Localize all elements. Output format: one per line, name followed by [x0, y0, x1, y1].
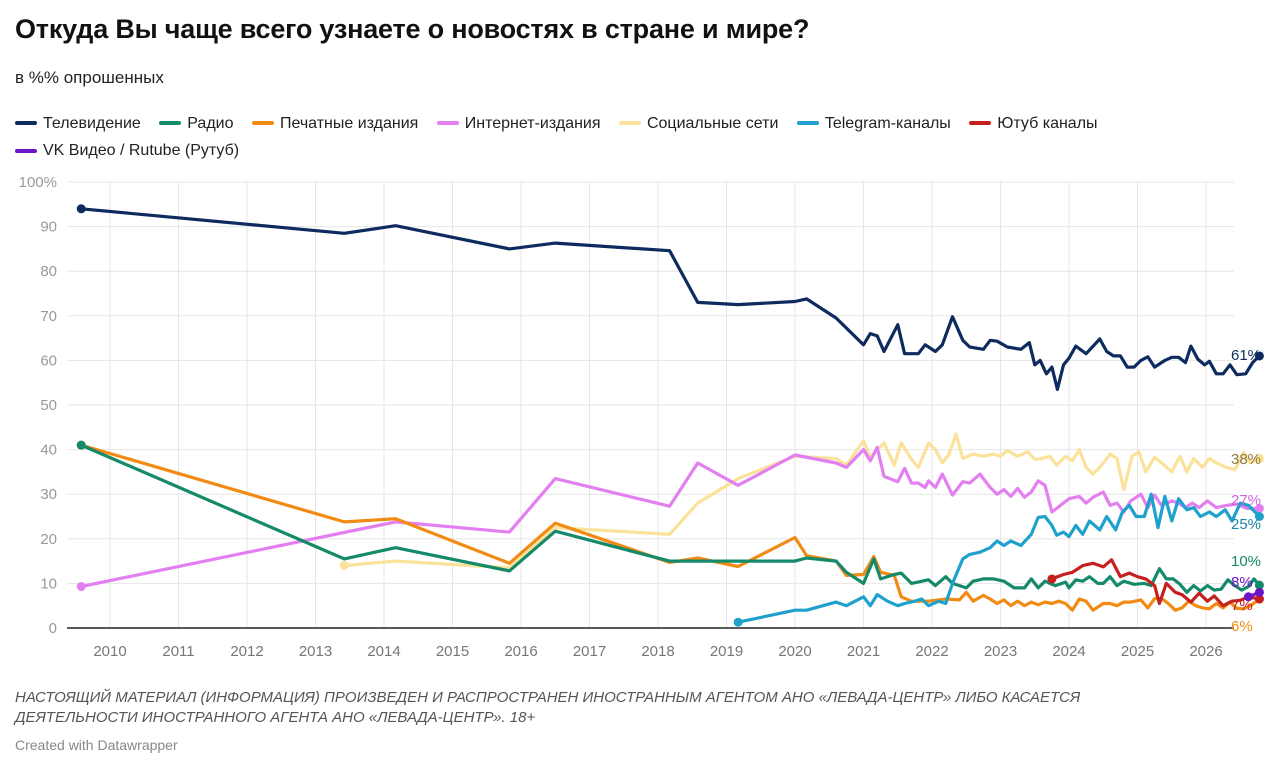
- series-1-start-point: [76, 440, 86, 450]
- legend-label-youtube: Ютуб каналы: [997, 114, 1098, 132]
- legend-item-print: Печатные издания: [251, 111, 419, 136]
- y-tick-label: 0: [49, 620, 57, 637]
- y-tick-label: 40: [40, 442, 57, 459]
- legend-label-print: Печатные издания: [279, 114, 419, 132]
- y-tick-label: 30: [40, 486, 57, 503]
- end-label-1: 10%: [1231, 553, 1261, 570]
- series-3-start-point: [76, 582, 86, 592]
- x-tick-label: 2020: [778, 643, 811, 660]
- legend-item-vk: VK Видео / Rutube (Рутуб): [15, 138, 239, 163]
- x-tick-label: 2025: [1121, 643, 1154, 660]
- x-tick-label: 2010: [93, 643, 126, 660]
- x-tick-label: 2015: [436, 643, 469, 660]
- legend-item-tv: Телевидение: [15, 111, 141, 136]
- end-label-0: 61%: [1231, 347, 1261, 364]
- legend-swatch-telegram: [796, 121, 819, 125]
- credit: Created with Datawrapper: [15, 737, 178, 753]
- x-tick-label: 2024: [1052, 643, 1085, 660]
- series-0-start-point: [76, 204, 86, 214]
- end-label-3: 27%: [1231, 492, 1261, 509]
- series-5-start-point: [733, 617, 743, 627]
- footnote-line-1: НАСТОЯЩИЙ МАТЕРИАЛ (ИНФОРМАЦИЯ) ПРОИЗВЕД…: [15, 689, 1081, 706]
- series-5-line: [736, 492, 1261, 624]
- x-tick-label: 2026: [1189, 643, 1222, 660]
- x-tick-label: 2012: [230, 643, 263, 660]
- end-label-5: 25%: [1231, 516, 1261, 533]
- legend-swatch-tv: [15, 121, 37, 125]
- series-1-end-point: [1254, 580, 1264, 590]
- chart-subtitle: в %% опрошенных: [15, 68, 164, 87]
- end-label-7: 8%: [1231, 574, 1253, 591]
- legend: Телевидение Радио Печатные издания Интер…: [15, 108, 1265, 163]
- series-6-line: [1050, 558, 1261, 608]
- x-tick-label: 2017: [573, 643, 606, 660]
- legend-label-internet: Интернет-издания: [464, 114, 601, 132]
- legend-swatch-internet: [436, 121, 459, 125]
- series-0-end-point: [1254, 351, 1264, 361]
- x-tick-label: 2022: [915, 643, 948, 660]
- legend-label-tv: Телевидение: [43, 114, 141, 132]
- footnote-line-2: ДЕЯТЕЛЬНОСТИ ИНОСТРАННОГО АГЕНТА АНО «ЛЕ…: [15, 709, 536, 726]
- x-tick-label: 2021: [847, 643, 880, 660]
- series-7-start-point: [1243, 592, 1253, 602]
- series-4-end-point: [1254, 454, 1264, 464]
- legend-swatch-vk: [15, 148, 37, 153]
- x-tick-label: 2016: [504, 643, 537, 660]
- series-7-end-point: [1254, 587, 1264, 597]
- series-5-end-point: [1254, 512, 1264, 521]
- legend-item-internet: Интернет-издания: [436, 111, 601, 136]
- x-tick-label: 2023: [984, 643, 1017, 660]
- grid: [67, 181, 1234, 629]
- series-6-end-point: [1254, 594, 1264, 604]
- y-tick-label: 50: [40, 397, 57, 414]
- x-tick-label: 2019: [710, 643, 743, 660]
- x-tick-label: 2011: [162, 643, 194, 660]
- series-6-start-point: [1047, 574, 1057, 584]
- line-chart: 0 10 20 30 40 50 60 70 80 90 100% 2010 2011 2012 2013…: [19, 174, 1264, 660]
- legend-label-social: Социальные сети: [646, 114, 779, 132]
- legend-label-vk: VK Видео / Rutube (Рутуб): [43, 142, 240, 159]
- x-axis-ticks: 2010 2011 2012 2013 2014 2015 2016 2017 2018 2019…: [93, 643, 1222, 660]
- x-tick-label: 2013: [299, 643, 332, 660]
- y-tick-label: 90: [40, 219, 57, 236]
- y-axis-ticks: 0 10 20 30 40 50 60 70 80 90 100%: [19, 174, 57, 637]
- series-4-line: [342, 432, 1261, 570]
- series-2-line: [79, 443, 1261, 612]
- series-1-line: [79, 443, 1261, 594]
- legend-item-radio: Радио: [159, 111, 234, 136]
- y-tick-label: 80: [40, 263, 57, 280]
- y-tick-label: 60: [40, 352, 57, 369]
- legend-item-youtube: Ютуб каналы: [969, 111, 1098, 136]
- legend-item-social: Социальные сети: [618, 111, 779, 136]
- series-3-end-point: [1254, 503, 1264, 513]
- end-label-2: 6%: [1231, 618, 1253, 635]
- legend-label-radio: Радио: [187, 114, 234, 132]
- x-tick-label: 2018: [641, 643, 674, 660]
- end-label-6: 7%: [1231, 597, 1253, 614]
- x-tick-label: 2014: [367, 643, 400, 660]
- y-tick-label: 100%: [19, 174, 57, 191]
- legend-item-telegram: Telegram-каналы: [796, 111, 951, 136]
- footnote: НАСТОЯЩИЙ МАТЕРИАЛ (ИНФОРМАЦИЯ) ПРОИЗВЕД…: [15, 688, 1265, 728]
- legend-swatch-youtube: [969, 121, 992, 125]
- legend-label-telegram: Telegram-каналы: [824, 114, 951, 132]
- series-4-start-point: [339, 561, 349, 571]
- y-tick-label: 10: [40, 575, 57, 592]
- y-tick-label: 70: [40, 308, 57, 325]
- legend-swatch-social: [618, 121, 641, 125]
- series-3-line: [79, 445, 1261, 589]
- chart-title: Откуда Вы чаще всего узнаете о новостях …: [15, 14, 810, 44]
- legend-swatch-print: [251, 121, 274, 125]
- series-0-line: [79, 207, 1261, 391]
- y-tick-label: 20: [40, 531, 57, 548]
- legend-swatch-radio: [159, 121, 182, 125]
- end-labels: 61% 10% 6% 27% 38% 25% 7% 8%: [1231, 347, 1261, 635]
- end-label-4: 38%: [1231, 451, 1261, 468]
- series-lines: [76, 204, 1264, 627]
